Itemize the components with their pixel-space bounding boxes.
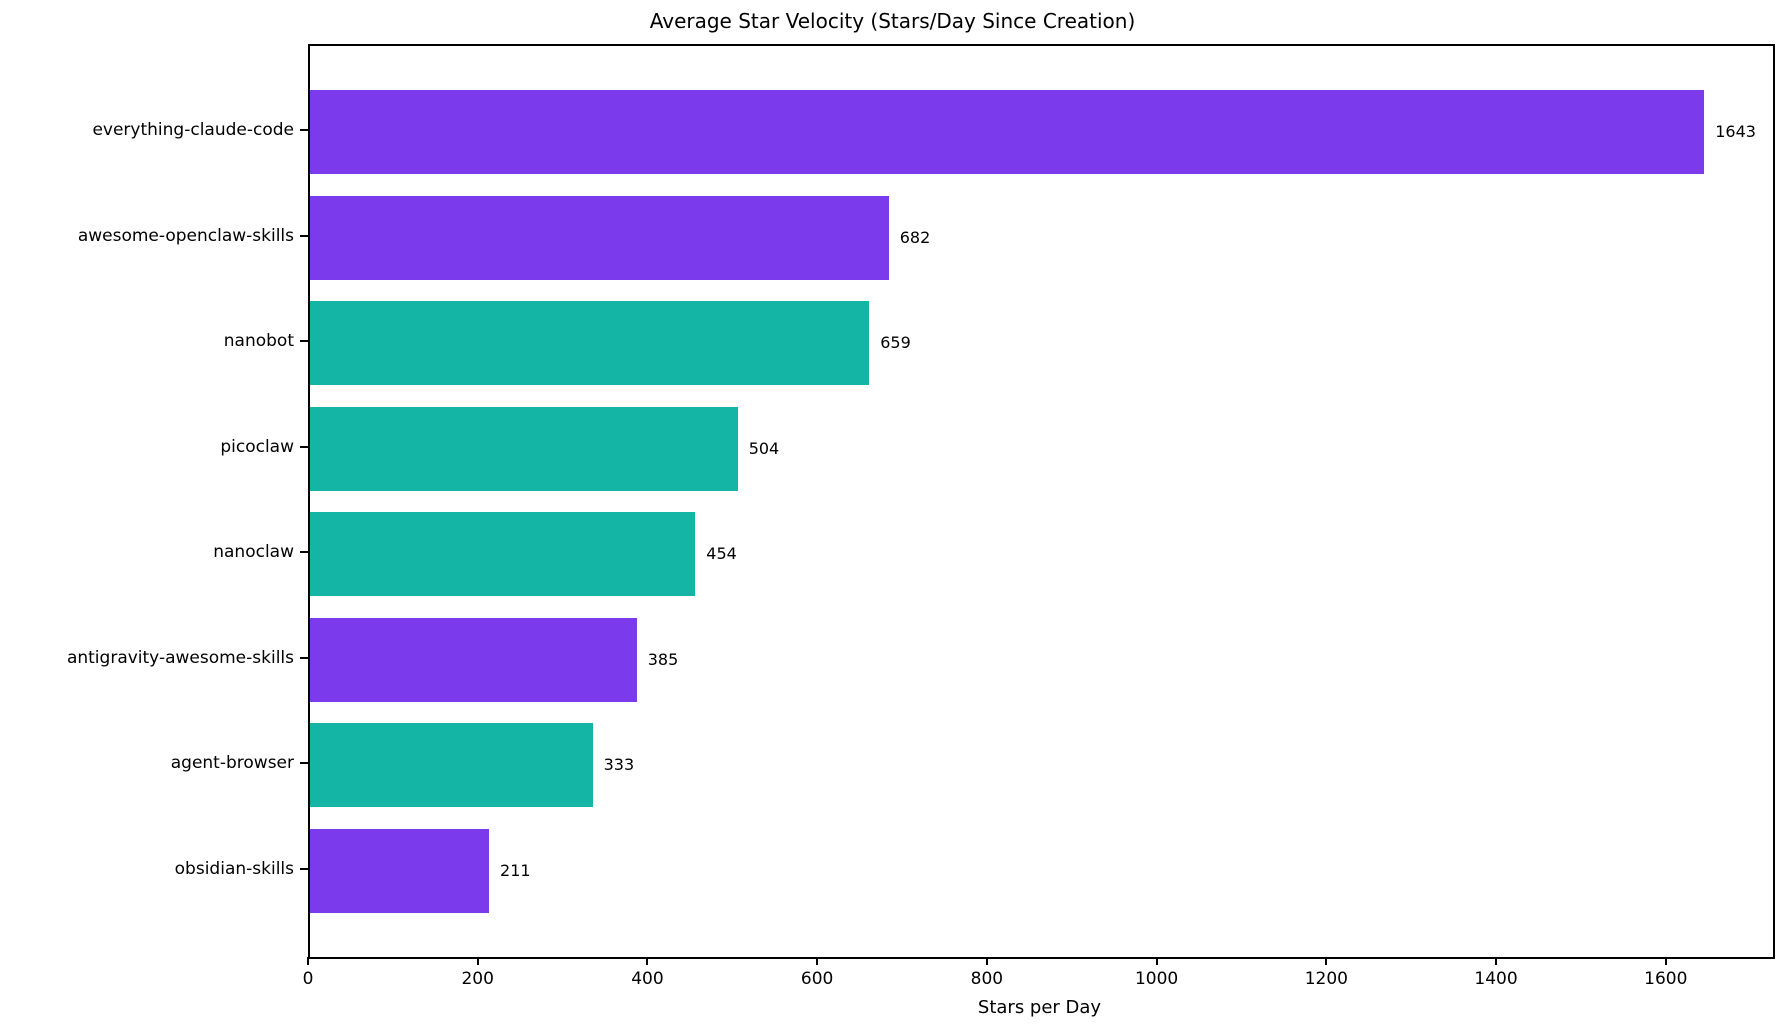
bar bbox=[310, 617, 637, 702]
bar-value-label: 682 bbox=[899, 227, 931, 247]
x-tick-label: 0 bbox=[302, 969, 314, 989]
x-tick-mark bbox=[1664, 957, 1667, 965]
y-tick-mark bbox=[300, 656, 308, 659]
y-tick-label: everything-claude-code bbox=[92, 120, 294, 140]
bar bbox=[310, 90, 1705, 174]
bar-value-label: 454 bbox=[706, 544, 737, 564]
x-tick-label: 1200 bbox=[1304, 969, 1348, 989]
y-tick-mark bbox=[300, 129, 308, 131]
y-tick-label: agent-browser bbox=[170, 753, 294, 774]
y-tick-label: awesome-openclaw-skills bbox=[77, 225, 294, 246]
x-tick-mark bbox=[1155, 957, 1158, 965]
x-tick-label: 1600 bbox=[1644, 969, 1688, 989]
x-tick-mark bbox=[985, 957, 988, 965]
plot-area: 1643 682 659 504 454 385 333 211 bbox=[308, 44, 1775, 959]
x-tick-label: 200 bbox=[461, 969, 494, 989]
bar bbox=[310, 195, 889, 280]
x-tick-mark bbox=[816, 957, 819, 965]
x-tick-label: 600 bbox=[800, 969, 834, 989]
x-axis-label: Stars per Day bbox=[977, 997, 1102, 1018]
x-tick-label: 800 bbox=[970, 969, 1004, 989]
y-tick-mark bbox=[300, 551, 308, 554]
y-tick-label: obsidian-skills bbox=[174, 859, 294, 879]
chart-title: Average Star Velocity (Stars/Day Since C… bbox=[649, 9, 1136, 33]
y-tick-mark bbox=[300, 234, 308, 237]
x-tick-label: 1000 bbox=[1134, 969, 1179, 989]
y-tick-label: nanoclaw bbox=[213, 542, 294, 563]
bar bbox=[310, 301, 870, 386]
y-tick-mark bbox=[300, 868, 308, 870]
x-tick-mark bbox=[476, 957, 479, 965]
bar-value-label: 385 bbox=[647, 649, 679, 669]
x-tick-label: 400 bbox=[631, 969, 664, 989]
y-tick-label: antigravity-awesome-skills bbox=[66, 647, 294, 668]
bar bbox=[310, 406, 738, 491]
y-tick-label: nanobot bbox=[223, 331, 294, 352]
bar-value-label: 211 bbox=[500, 861, 531, 880]
x-tick-mark bbox=[1495, 957, 1498, 965]
x-tick-mark bbox=[1325, 957, 1328, 965]
y-tick-mark bbox=[300, 340, 308, 343]
bar-value-label: 504 bbox=[748, 438, 780, 458]
y-tick-mark bbox=[300, 762, 308, 765]
x-tick-label: 1400 bbox=[1474, 969, 1518, 989]
x-tick-mark bbox=[646, 957, 649, 965]
x-tick-mark bbox=[307, 957, 309, 965]
bar-value-label: 333 bbox=[603, 755, 635, 775]
bar-value-label: 1643 bbox=[1715, 122, 1756, 141]
bar bbox=[310, 512, 696, 597]
y-tick-mark bbox=[300, 445, 308, 448]
bar bbox=[310, 723, 593, 808]
bar bbox=[310, 829, 490, 913]
y-tick-label: picoclaw bbox=[220, 436, 294, 457]
bar-value-label: 659 bbox=[880, 333, 911, 353]
